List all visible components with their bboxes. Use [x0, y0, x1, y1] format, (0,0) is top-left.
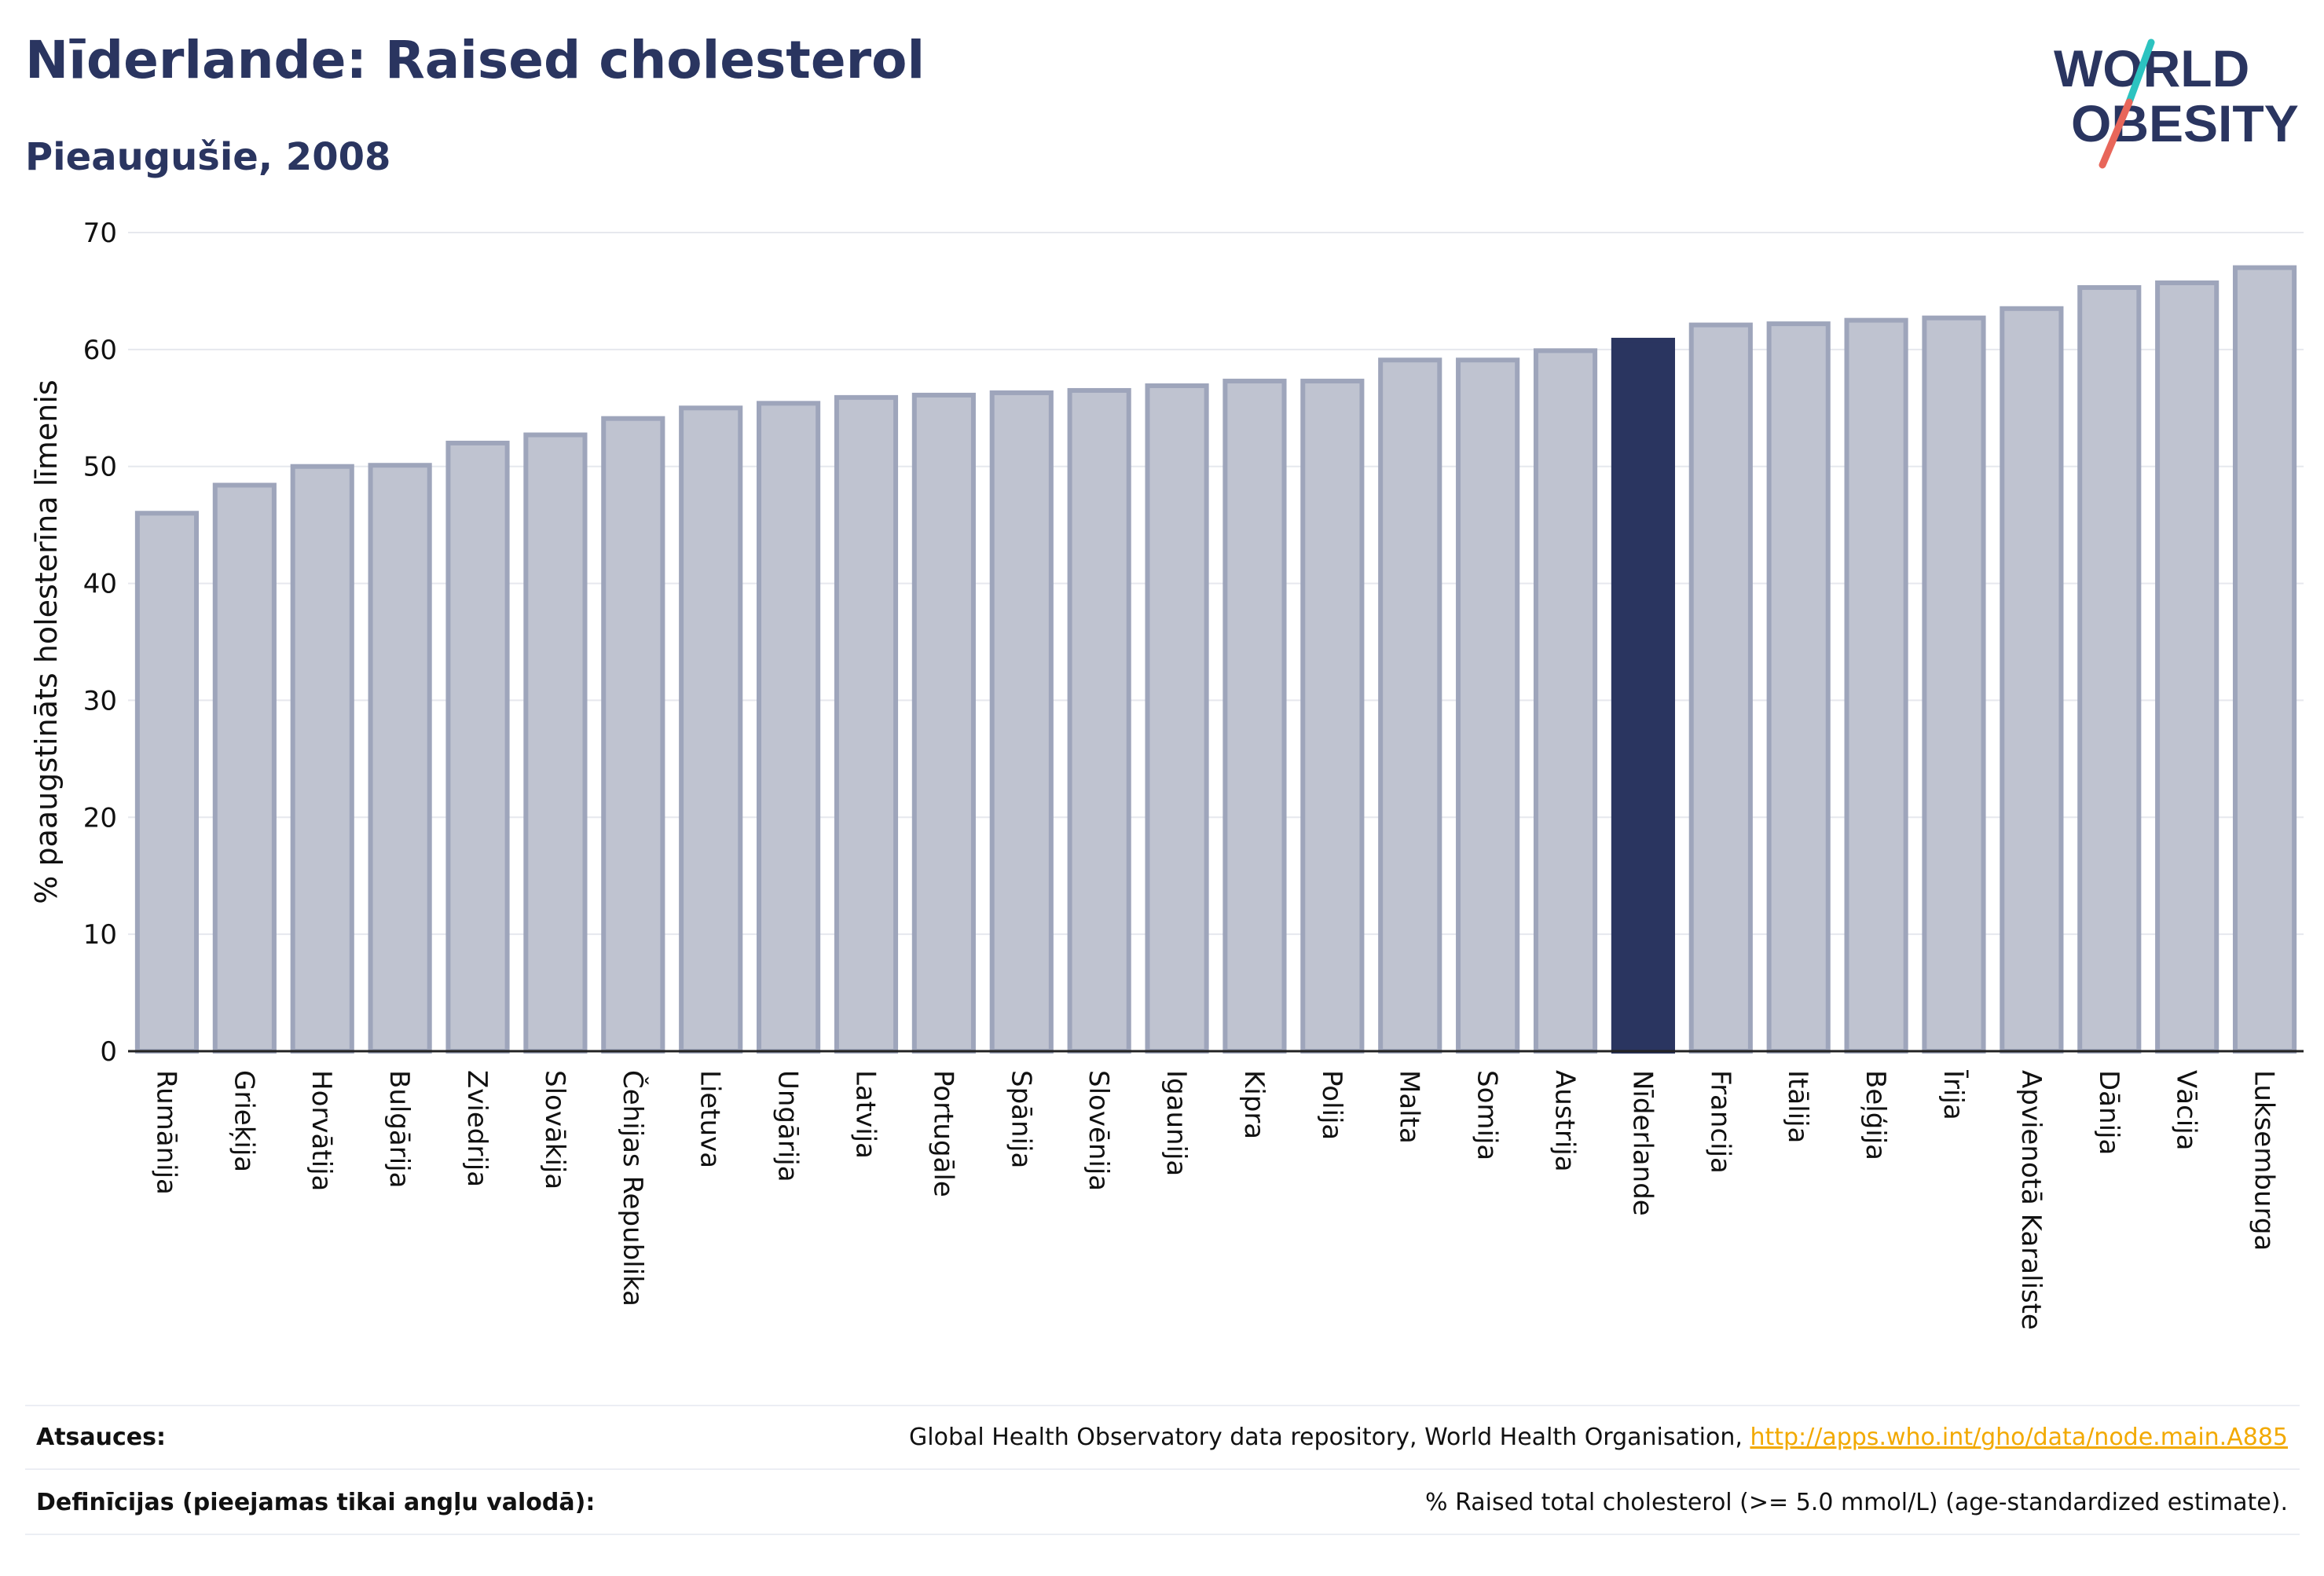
bar: [601, 416, 665, 1054]
x-tick-label: Rumānija: [150, 1070, 181, 1195]
y-tick-label: 0: [100, 1036, 117, 1068]
y-tick-label: 70: [83, 218, 117, 249]
x-tick-label: Apvienotā Karaliste: [2015, 1070, 2047, 1330]
bar: [1456, 357, 1520, 1054]
y-tick-label: 50: [83, 452, 117, 483]
logo-slash-teal: [2125, 38, 2155, 106]
world-obesity-logo: WORLD OBESITY: [2054, 38, 2299, 169]
bar: [290, 464, 354, 1054]
bar-chart: 0 10 20 30 40 50 60 70 Rumānija Grieķija Horvātij…: [29, 218, 2304, 1330]
bars: [134, 265, 2297, 1054]
sources-label: Atsauces:: [36, 1424, 166, 1451]
x-tick-label: Vācija: [2171, 1070, 2202, 1151]
x-axis-ticks: Rumānija Grieķija Horvātija Bulgārija Zviedr…: [150, 1070, 2279, 1330]
x-tick-label: Īrija: [1937, 1070, 1969, 1120]
x-tick-label: Grieķija: [228, 1070, 259, 1172]
sources-value: Global Health Observatory data repositor…: [909, 1424, 2288, 1451]
x-tick-label: Čehijas Republika: [617, 1070, 649, 1307]
x-tick-label: Horvātija: [306, 1070, 337, 1191]
x-tick-label: Bulgārija: [383, 1070, 415, 1188]
bar: [1378, 357, 1442, 1054]
y-tick-label: 10: [83, 919, 117, 951]
x-tick-label: Kipra: [1238, 1070, 1270, 1139]
bar: [1067, 387, 1131, 1054]
x-tick-label: Dānija: [2093, 1070, 2124, 1155]
footer-divider-bottom: [25, 1534, 2300, 1535]
bar: [134, 511, 200, 1054]
sources-text: Global Health Observatory data repositor…: [909, 1424, 1750, 1451]
y-axis-ticks: 0 10 20 30 40 50 60 70: [83, 218, 117, 1068]
logo-slash-coral: [2099, 98, 2133, 169]
chart-title: Nīderlande: Raised cholesterol: [25, 30, 926, 90]
bar: [212, 482, 277, 1054]
y-tick-label: 20: [83, 802, 117, 834]
x-tick-label: Malta: [1394, 1070, 1425, 1144]
bar: [445, 440, 510, 1054]
x-tick-label: Nīderlande: [1626, 1070, 1658, 1216]
bar: [1844, 317, 1908, 1054]
x-tick-label: Portugāle: [927, 1070, 959, 1197]
bar: [1533, 348, 1598, 1054]
bar: [2232, 265, 2297, 1054]
bar: [368, 463, 432, 1054]
x-tick-label: Slovēnija: [1083, 1070, 1114, 1191]
x-tick-label: Zviedrija: [461, 1070, 493, 1187]
bar: [1766, 321, 1831, 1054]
x-tick-label: Itālija: [1782, 1070, 1813, 1143]
bar: [911, 392, 976, 1054]
x-tick-label: Austrija: [1549, 1070, 1581, 1172]
bar: [757, 401, 821, 1054]
definitions-value: % Raised total cholesterol (>= 5.0 mmol/…: [1425, 1489, 2288, 1516]
bar: [679, 405, 743, 1054]
bar: [1922, 315, 1986, 1054]
bar: [523, 432, 588, 1054]
x-tick-label: Polija: [1316, 1070, 1347, 1140]
chart-subtitle: Pieaugušie, 2008: [25, 135, 391, 179]
bar: [989, 390, 1054, 1054]
bar: [1222, 379, 1287, 1054]
x-tick-label: Beļģija: [1860, 1070, 1891, 1160]
x-tick-label: Luksemburga: [2249, 1070, 2280, 1251]
x-tick-label: Lietuva: [695, 1070, 726, 1168]
bar: [2000, 306, 2064, 1054]
bar-highlighted: [1611, 337, 1675, 1054]
y-tick-label: 40: [83, 569, 117, 600]
bar: [834, 394, 899, 1054]
bar: [2077, 284, 2142, 1054]
x-tick-label: Slovākija: [539, 1070, 570, 1189]
definitions-label: Definīcijas (pieejamas tikai angļu valod…: [36, 1489, 596, 1516]
x-tick-label: Igaunija: [1160, 1070, 1192, 1176]
y-tick-label: 60: [83, 335, 117, 366]
x-tick-label: Francija: [1704, 1070, 1736, 1174]
sources-link[interactable]: http://apps.who.int/gho/data/node.main.A…: [1750, 1424, 2288, 1451]
footer-divider-middle: [25, 1468, 2300, 1470]
y-tick-label: 30: [83, 685, 117, 717]
bar: [1688, 322, 1753, 1054]
y-axis-label: % paaugstināts holesterīna līmenis: [29, 379, 64, 903]
bar: [2155, 280, 2220, 1054]
x-tick-label: Somija: [1472, 1070, 1503, 1160]
footer-divider-top: [25, 1405, 2300, 1406]
x-tick-label: Ungārija: [772, 1070, 804, 1182]
bar: [1145, 383, 1209, 1054]
x-tick-label: Latvija: [849, 1070, 881, 1159]
bar: [1300, 379, 1365, 1054]
x-tick-label: Spānija: [1005, 1070, 1036, 1168]
